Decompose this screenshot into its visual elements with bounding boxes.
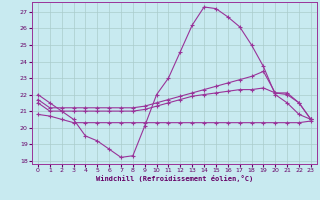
X-axis label: Windchill (Refroidissement éolien,°C): Windchill (Refroidissement éolien,°C): [96, 175, 253, 182]
